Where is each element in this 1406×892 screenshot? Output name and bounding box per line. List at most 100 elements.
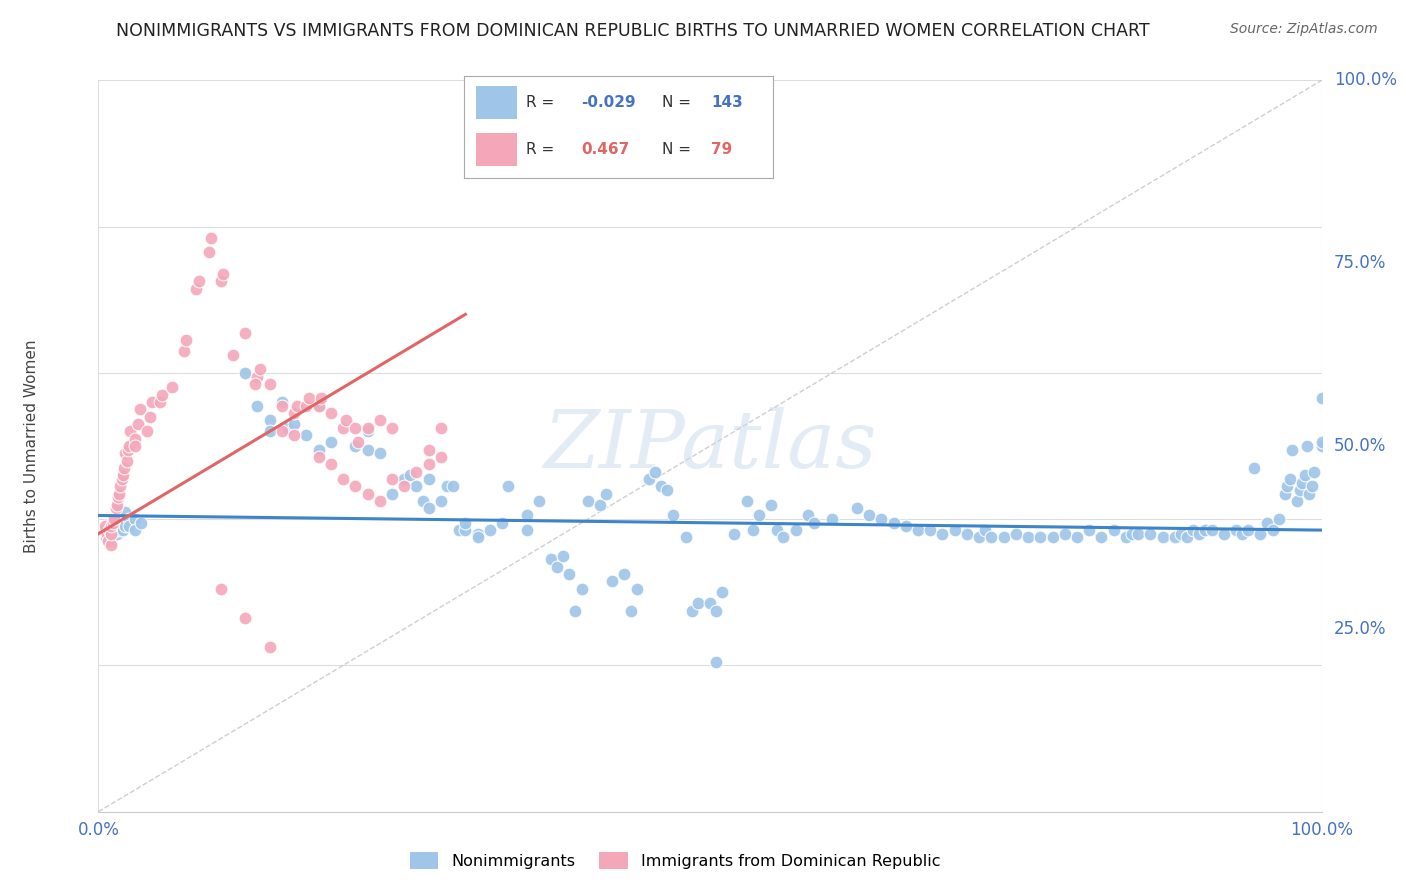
Point xyxy=(124,439,146,453)
Point xyxy=(97,526,120,541)
Point xyxy=(160,380,183,394)
Point xyxy=(246,369,269,384)
Point xyxy=(1042,530,1064,544)
Point xyxy=(723,526,745,541)
Point xyxy=(259,413,281,427)
Point xyxy=(735,494,758,508)
Point xyxy=(894,519,917,533)
Point xyxy=(1310,439,1333,453)
Point xyxy=(478,523,501,537)
Point xyxy=(1288,483,1310,497)
Point xyxy=(381,421,404,435)
Point xyxy=(319,458,342,472)
Point xyxy=(405,479,427,493)
Point xyxy=(613,567,636,582)
Point xyxy=(124,512,146,526)
Point xyxy=(558,567,581,582)
Point xyxy=(107,490,129,504)
Point xyxy=(454,516,477,530)
Point xyxy=(681,603,703,617)
Point xyxy=(344,479,367,493)
Point xyxy=(243,376,266,391)
Bar xyxy=(477,87,516,119)
Point xyxy=(1291,475,1313,490)
Text: N =: N = xyxy=(662,95,690,110)
Point xyxy=(100,519,122,533)
Point xyxy=(418,472,440,486)
Point xyxy=(270,425,294,439)
Point xyxy=(127,417,149,431)
Point xyxy=(430,421,453,435)
Point xyxy=(285,399,308,413)
Point xyxy=(259,376,281,391)
Point xyxy=(600,574,623,589)
Point xyxy=(1243,461,1265,475)
Point xyxy=(1249,526,1271,541)
Point xyxy=(319,406,342,420)
Point xyxy=(100,534,122,549)
Point xyxy=(283,406,305,420)
Point xyxy=(467,526,489,541)
Point xyxy=(118,439,141,453)
Point xyxy=(436,479,458,493)
Point xyxy=(1294,468,1316,483)
Point xyxy=(283,428,305,442)
Point xyxy=(1212,526,1234,541)
Point xyxy=(94,530,117,544)
Point xyxy=(675,530,697,544)
Point xyxy=(110,523,132,537)
Point xyxy=(308,399,330,413)
Point xyxy=(1090,530,1112,544)
Point xyxy=(418,458,440,472)
Point xyxy=(741,523,763,537)
Point xyxy=(283,417,305,431)
Point xyxy=(259,640,281,655)
Point xyxy=(467,530,489,544)
Point xyxy=(246,399,269,413)
Point xyxy=(1286,494,1309,508)
Point xyxy=(101,516,124,530)
Point xyxy=(657,483,679,497)
Point xyxy=(222,348,245,362)
Point xyxy=(1237,523,1260,537)
Point xyxy=(115,453,138,467)
Point xyxy=(100,538,122,552)
Point xyxy=(858,508,880,523)
Point xyxy=(186,282,208,296)
Point xyxy=(117,442,139,457)
Text: 143: 143 xyxy=(711,95,744,110)
Point xyxy=(105,526,128,541)
Point xyxy=(381,472,404,486)
Point xyxy=(356,442,378,457)
Point xyxy=(491,516,513,530)
Point xyxy=(295,399,318,413)
Point xyxy=(576,494,599,508)
Point xyxy=(1194,523,1216,537)
Point xyxy=(111,472,134,486)
Point xyxy=(124,432,146,446)
Point xyxy=(114,446,136,460)
Point xyxy=(496,479,519,493)
Point xyxy=(118,512,141,526)
Point xyxy=(120,425,142,439)
Point xyxy=(176,333,198,347)
Point xyxy=(967,530,990,544)
Point xyxy=(368,446,391,460)
Text: 75.0%: 75.0% xyxy=(1334,254,1386,272)
Point xyxy=(595,486,617,500)
Point xyxy=(993,530,1015,544)
Point xyxy=(101,519,124,533)
Point xyxy=(368,413,391,427)
Point xyxy=(1298,486,1320,500)
Point xyxy=(797,508,820,523)
Text: Source: ZipAtlas.com: Source: ZipAtlas.com xyxy=(1230,22,1378,37)
Point xyxy=(1274,486,1296,500)
Point xyxy=(662,508,685,523)
Point xyxy=(650,479,672,493)
Point xyxy=(104,501,127,516)
Point xyxy=(441,479,464,493)
Point xyxy=(1225,523,1247,537)
Point xyxy=(392,472,416,486)
Point xyxy=(233,366,256,380)
Point xyxy=(277,421,299,435)
